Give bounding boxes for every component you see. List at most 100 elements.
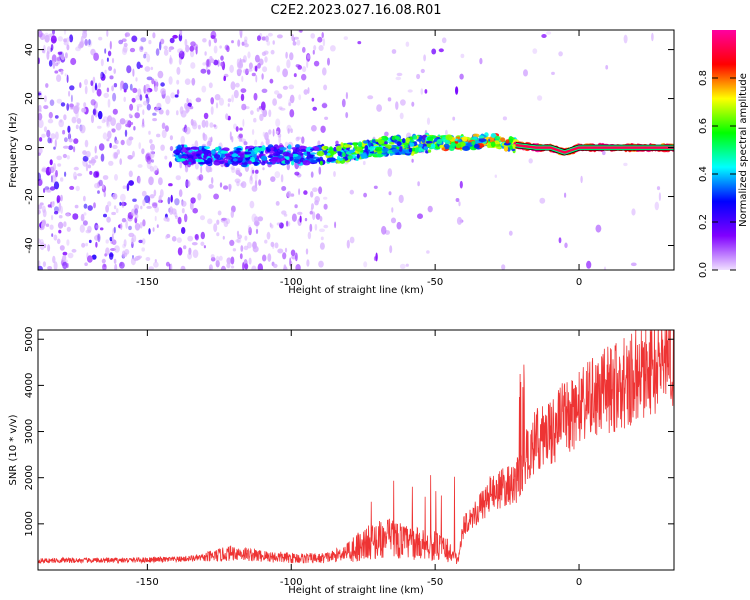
spectrogram-noise-cell (65, 37, 71, 42)
spectrogram-noise-cell (274, 90, 280, 95)
spectrogram-x-tick-label: -150 (136, 277, 159, 288)
spectrogram-noise-cell (216, 232, 220, 237)
spectrogram-noise-cell (277, 248, 284, 254)
spectrogram-noise-cell (144, 66, 151, 72)
spectrogram-noise-cell (119, 84, 123, 91)
spectrogram-noise-cell (91, 254, 97, 260)
spectrogram-noise-cell (123, 96, 126, 103)
spectrogram-noise-cell (293, 73, 297, 78)
spectrogram-noise-cell (155, 48, 160, 56)
spectrogram-noise-cell (51, 165, 55, 173)
spectrogram-signal-cell (286, 156, 290, 160)
spectrogram-noise-cell (83, 195, 86, 202)
spectrogram-noise-cell (97, 110, 103, 120)
spectrogram-noise-cell (237, 39, 241, 47)
spectrogram-signal-cell (326, 152, 331, 156)
spectrogram-noise-cell (564, 192, 567, 198)
spectrogram-noise-cell (210, 58, 215, 64)
spectrogram-noise-cell (311, 125, 317, 132)
spectrogram-noise-cell (165, 235, 169, 240)
spectrogram-noise-cell (105, 239, 109, 244)
spectrogram-noise-cell (302, 46, 306, 53)
spectrogram-noise-cell (95, 82, 97, 91)
spectrogram-noise-cell (161, 122, 166, 130)
spectrogram-noise-cell (41, 205, 46, 213)
spectrogram-noise-cell (138, 239, 143, 244)
spectrogram-noise-cell (367, 95, 374, 100)
spectrogram-noise-cell (420, 68, 425, 74)
spectrogram-noise-cell (539, 197, 546, 204)
spectrogram-signal-cell (244, 151, 252, 155)
spectrogram-noise-cell (253, 117, 257, 123)
spectrogram-noise-cell (131, 208, 136, 216)
spectrogram-noise-cell (54, 211, 59, 215)
spectrogram-signal-cell (260, 155, 267, 161)
spectrogram-noise-cell (318, 186, 323, 195)
spectrogram-noise-cell (132, 68, 135, 77)
spectrogram-signal-cell (473, 136, 478, 139)
spectrogram-noise-cell (109, 142, 112, 149)
colorbar-tick-label: 0.8 (698, 70, 709, 86)
spectrogram-noise-cell (285, 220, 289, 227)
spectrogram-noise-cell (299, 215, 302, 223)
spectrogram-noise-cell (38, 112, 43, 121)
spectrogram-noise-cell (154, 215, 157, 222)
spectrogram-noise-cell (508, 230, 513, 236)
spectrogram-noise-cell (226, 257, 232, 265)
spectrogram-noise-cell (200, 165, 203, 174)
spectrogram-noise-cell (420, 88, 424, 95)
spectrogram-noise-cell (183, 245, 187, 250)
spectrogram-noise-cell (296, 39, 301, 46)
spectrogram-noise-cell (92, 76, 96, 84)
spectrogram-noise-cell (134, 223, 141, 231)
spectrogram-noise-cell (127, 155, 133, 160)
spectrogram-noise-cell (120, 193, 126, 202)
spectrogram-signal-cell (370, 153, 378, 156)
spectrogram-noise-cell (248, 62, 253, 70)
spectrogram-signal-cell (213, 154, 221, 159)
spectrogram-noise-cell (52, 60, 56, 69)
spectrogram-x-ticks: -150 -100 -50 0 (136, 30, 582, 288)
spectrogram-noise-cell (230, 210, 234, 218)
spectrogram-noise-cell (105, 247, 110, 256)
spectrogram-noise-cell (321, 31, 324, 39)
spectrogram-noise-cell (254, 139, 258, 146)
spectrogram-noise-cell (213, 124, 217, 128)
spectrogram-signal-cell (192, 147, 200, 150)
spectrogram-noise-cell (38, 92, 42, 96)
spectrogram-noise-cell (134, 213, 139, 219)
spectrogram-noise-cell (48, 111, 53, 119)
spectrogram-signal-cell (509, 145, 513, 150)
spectrogram-signal-cell (490, 133, 497, 138)
spectrogram-noise-cell (178, 50, 185, 60)
spectrogram-signal-cell (177, 144, 182, 151)
spectrogram-noise-cell (152, 227, 155, 232)
spectrogram-noise-cell (225, 218, 231, 225)
spectrogram-noise-cell (258, 179, 262, 186)
spectrogram-noise-cell (305, 248, 309, 255)
spectrogram-signal-cell (414, 147, 419, 153)
spectrogram-noise-cell (43, 95, 47, 103)
spectrogram-signal-cell (197, 158, 202, 163)
spectrogram-signal-cell (439, 144, 444, 148)
spectrogram-noise-cell (357, 41, 362, 45)
spectrogram-signal-cell (229, 151, 234, 155)
spectrogram-signal-cell (267, 155, 273, 159)
spectrogram-noise-cell (48, 59, 53, 67)
spectrogram-noise-cell (391, 207, 394, 213)
spectrogram-noise-cell (292, 41, 297, 46)
spectrogram-noise-cell (247, 68, 253, 72)
spectrogram-noise-cell (334, 221, 337, 229)
spectrogram-noise-cell (261, 88, 268, 94)
spectrogram-noise-cell (177, 247, 183, 256)
spectrogram-noise-cell (87, 255, 93, 263)
spectrogram-noise-cell (38, 238, 41, 244)
spectrogram-noise-cell (100, 73, 103, 78)
spectrogram-noise-cell (210, 106, 214, 115)
spectrogram-noise-cell (165, 261, 170, 267)
spectrogram-noise-cell (145, 88, 150, 96)
spectrogram-noise-cell (658, 192, 662, 202)
spectrogram-noise-cell (128, 180, 135, 186)
spectrogram-noise-cell (306, 54, 311, 60)
spectrogram-signal-cell (347, 155, 353, 160)
